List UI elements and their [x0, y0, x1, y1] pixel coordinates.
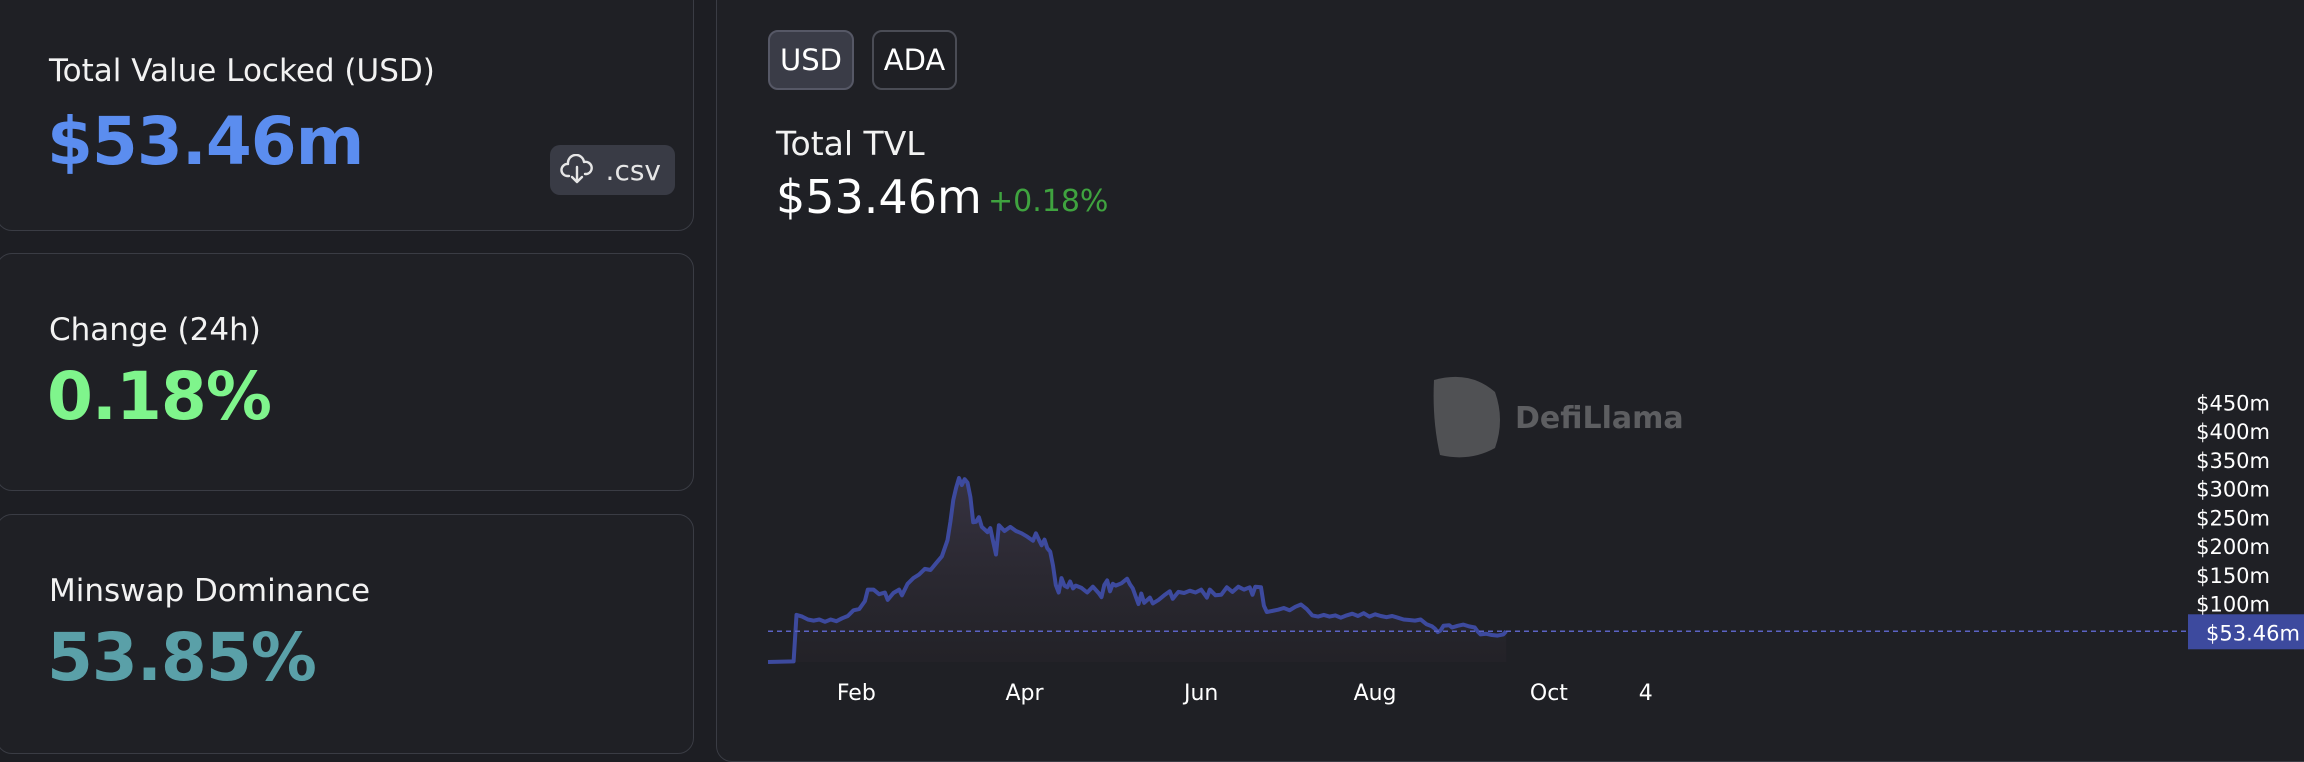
watermark-text: DefiLlama	[1515, 401, 1684, 436]
watermark: DefiLlama	[1433, 376, 1684, 458]
dominance-label: Minswap Dominance	[49, 573, 371, 609]
csv-label: .csv	[605, 153, 661, 187]
current-value-badge-label: $53.46m	[2206, 621, 2300, 645]
currency-toggle-ada[interactable]: ADA	[872, 30, 957, 90]
y-axis-tick-label: $350m	[2196, 449, 2270, 473]
dominance-value: 53.85%	[47, 619, 317, 696]
tvl-card: Total Value Locked (USD) $53.46m .csv	[0, 0, 694, 231]
y-axis-tick-label: $150m	[2196, 564, 2270, 588]
y-axis-tick-label: $300m	[2196, 478, 2270, 502]
change-value: 0.18%	[47, 358, 272, 435]
y-axis-tick-label: $450m	[2196, 391, 2270, 415]
chart-title: Total TVL	[776, 124, 925, 163]
x-axis-tick-label: 4	[1639, 681, 1653, 706]
dominance-card: Minswap Dominance 53.85%	[0, 514, 694, 754]
llama-logo-icon	[1433, 376, 1500, 458]
currency-toggle-usd[interactable]: USD	[768, 30, 854, 90]
y-axis-tick-label: $100m	[2196, 593, 2270, 617]
y-axis-tick-label: $400m	[2196, 420, 2270, 444]
cloud-download-icon	[560, 154, 593, 184]
chart-current-value: $53.46m	[776, 170, 982, 224]
y-axis-tick-label: $250m	[2196, 506, 2270, 530]
change-card: Change (24h) 0.18%	[0, 253, 694, 491]
x-axis-tick-label: Aug	[1354, 681, 1397, 706]
csv-download-button[interactable]: .csv	[550, 145, 675, 195]
tvl-value: $53.46m	[47, 103, 364, 180]
x-axis-tick-label: Apr	[1005, 681, 1044, 706]
x-axis-tick-label: Jun	[1182, 681, 1218, 706]
change-label: Change (24h)	[49, 312, 261, 348]
tvl-area-chart[interactable]: DefiLlama $53.46m $100m $150m $200m $250m $30…	[0, 0, 2304, 726]
y-axis-tick-label: $200m	[2196, 535, 2270, 559]
tvl-label: Total Value Locked (USD)	[49, 53, 435, 89]
chart-change-percent: +0.18%	[988, 184, 1109, 219]
current-value-badge	[2188, 614, 2304, 650]
x-axis-tick-label: Feb	[837, 681, 876, 706]
series-area	[768, 478, 1507, 662]
series-line	[767, 476, 1508, 664]
x-axis-tick-label: Oct	[1530, 681, 1568, 706]
